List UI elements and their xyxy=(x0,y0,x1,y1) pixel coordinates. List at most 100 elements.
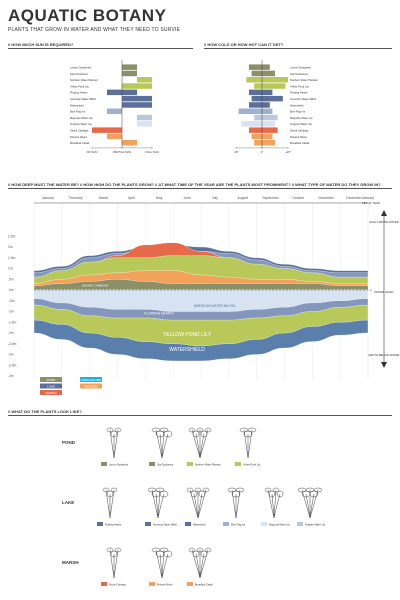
x-tick-label: PARTIAL SUN xyxy=(113,150,131,154)
plant-stem-icon xyxy=(243,429,249,459)
plant-stem-icon xyxy=(267,489,275,519)
y-tick-label: -3.5m xyxy=(8,363,17,367)
plant-stem-icon xyxy=(199,549,209,579)
month-label: January xyxy=(42,196,54,200)
range-bar xyxy=(122,64,137,70)
range-bar xyxy=(241,121,275,127)
category-label: Lemon Duckweed xyxy=(290,66,311,70)
plant-stem-icon xyxy=(199,429,209,459)
category-label: Yellow Pond Lily xyxy=(290,84,309,88)
section-look-title: // WHAT DO THE PLANTS LOOK LIKE? xyxy=(8,409,82,414)
plant-leaf-icon xyxy=(159,547,169,553)
plant-label: Skunk Cabbage xyxy=(109,583,127,586)
month-label: November xyxy=(318,196,335,200)
plant-label: Broadleaf Cattail xyxy=(195,583,213,586)
plant-leaf-icon xyxy=(247,427,257,433)
range-bar xyxy=(249,64,270,70)
plant-label: Fragrant Water Lily xyxy=(305,523,326,526)
plant-leaf-icon xyxy=(194,487,202,493)
page-title: AQUATIC BOTANY xyxy=(8,6,167,25)
plant-stem-icon xyxy=(193,493,199,519)
plant-stem-icon xyxy=(271,493,275,519)
plant-label: American Water Milfoil xyxy=(153,523,177,526)
plant-leaf-icon xyxy=(159,490,169,498)
plant-leaf-icon xyxy=(196,547,204,553)
plant-stem-icon xyxy=(191,549,201,579)
plant-leaf-icon xyxy=(192,550,200,558)
series-label: AMERICAN WATER MILFOIL xyxy=(194,304,236,308)
y-tick-label: -3m xyxy=(8,353,14,357)
plant-stem-icon xyxy=(199,553,205,579)
plant-stem-icon xyxy=(161,433,169,459)
divider xyxy=(8,415,392,416)
series-label: SKUNK CABBAGE xyxy=(82,284,108,288)
plant-leaf-icon xyxy=(231,490,241,498)
plant-stem-icon xyxy=(109,429,115,459)
category-label: Skunk Cabbage xyxy=(70,129,89,133)
x-tick-label: NO SUN xyxy=(87,150,98,154)
plant-color-swatch xyxy=(149,462,155,466)
category-label: Yellow Pond Lily xyxy=(70,84,89,88)
y-tick-label: -2m xyxy=(8,331,14,335)
range-bar xyxy=(251,70,275,77)
legend-label: LAKE xyxy=(47,384,55,388)
plant-leaf-icon xyxy=(313,487,323,493)
plant-stem-icon xyxy=(247,429,253,459)
plant-stem-icon xyxy=(161,429,165,459)
plant-leaf-icon xyxy=(110,487,118,493)
section-temp-title: // HOW COLD OR HOW HOT CAN IT GET? xyxy=(204,42,284,47)
plant-stem-icon xyxy=(199,433,205,459)
x-tick-label: 0° xyxy=(261,150,264,154)
plant-stem-icon xyxy=(235,489,241,519)
category-label: Star Duckweed xyxy=(290,72,308,76)
right-label: TIM OF YEAR xyxy=(362,201,380,205)
range-bar xyxy=(254,83,286,89)
month-label: February xyxy=(69,196,83,200)
legend-swatch xyxy=(40,377,62,382)
plant-stem-icon xyxy=(273,489,277,519)
plant-leaf-icon xyxy=(163,430,173,438)
plant-leaf-icon xyxy=(264,487,272,493)
plant-label: Magnolia Water Lily xyxy=(269,523,291,526)
category-label: Broadleaf Cattail xyxy=(290,141,310,145)
range-bar xyxy=(254,140,275,146)
range-bar xyxy=(122,95,152,102)
category-label: Broadleaf Cattail xyxy=(70,141,90,145)
plant-stem-icon xyxy=(197,493,203,519)
y-tick-label: -.5m xyxy=(8,299,15,303)
plant-leaf-icon xyxy=(188,427,196,433)
plant-color-swatch xyxy=(261,522,267,526)
legend-label: POND xyxy=(47,378,57,382)
plant-color-swatch xyxy=(145,522,151,526)
divider xyxy=(204,48,392,49)
month-label: January xyxy=(362,196,374,200)
plant-leaf-icon xyxy=(204,427,212,433)
plant-leaf-icon xyxy=(204,547,212,553)
plant-leaf-icon xyxy=(276,490,284,498)
x-tick-label: FULL SUN xyxy=(145,150,158,154)
plant-stem-icon xyxy=(159,553,163,579)
plant-color-swatch xyxy=(235,462,241,466)
plant-color-swatch xyxy=(149,582,155,586)
category-label: Skunk Cabbage xyxy=(290,129,309,133)
y-tick-label: 2.5m xyxy=(8,234,16,238)
legend-label: ROOTED xyxy=(85,384,99,388)
month-label: December xyxy=(346,196,363,200)
month-label: September xyxy=(262,196,279,200)
range-bar xyxy=(137,121,152,127)
plant-stem-icon xyxy=(113,549,119,579)
plant-leaf-icon xyxy=(159,427,169,433)
plant-color-swatch xyxy=(187,582,193,586)
plant-label: Star Duckweed xyxy=(157,463,174,466)
category-label: Watershield xyxy=(290,103,304,107)
plant-stem-icon xyxy=(161,553,169,579)
page-subtitle: PLANTS THAT GROW IN WATER AND WHAT THEY … xyxy=(8,27,181,33)
gallery-group-label: POND xyxy=(62,440,76,445)
category-label: American Water Milfoil xyxy=(70,97,96,101)
range-bar xyxy=(254,114,278,121)
plant-stem-icon xyxy=(195,433,201,459)
right-label: WATER LEVEL xyxy=(374,290,394,294)
plant-color-swatch xyxy=(97,522,103,526)
category-label: Pickerel Weed xyxy=(290,135,307,139)
